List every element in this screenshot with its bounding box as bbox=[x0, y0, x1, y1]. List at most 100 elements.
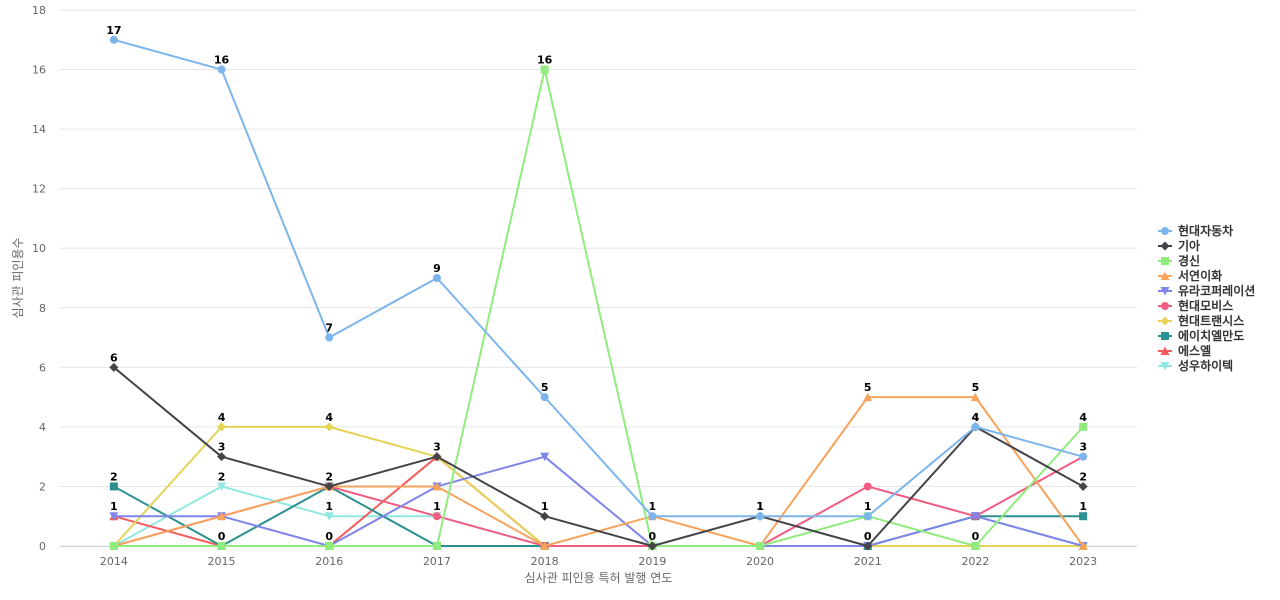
data-point bbox=[324, 512, 334, 521]
y-tick-label: 4 bbox=[39, 421, 46, 434]
legend-marker bbox=[1160, 316, 1170, 326]
legend-item[interactable]: 유라코퍼레이션 bbox=[1158, 283, 1255, 298]
legend-item[interactable]: 현대모비스 bbox=[1158, 298, 1233, 313]
data-label: 4 bbox=[218, 411, 226, 424]
data-point bbox=[217, 542, 226, 550]
data-point bbox=[432, 452, 442, 462]
data-point bbox=[647, 541, 657, 551]
data-point bbox=[217, 482, 227, 491]
data-label: 4 bbox=[325, 411, 333, 424]
data-label: 5 bbox=[972, 381, 980, 394]
data-label: 3 bbox=[218, 441, 226, 454]
data-label: 2 bbox=[325, 470, 333, 483]
data-point bbox=[970, 392, 980, 402]
y-tick-label: 10 bbox=[32, 242, 46, 255]
data-point bbox=[217, 65, 226, 74]
x-tick-label: 2019 bbox=[638, 555, 666, 568]
series-line bbox=[112, 396, 1085, 547]
data-point bbox=[1079, 422, 1088, 431]
data-label: 9 bbox=[433, 262, 441, 275]
legend-item[interactable]: 경신 bbox=[1158, 253, 1200, 268]
legend-marker bbox=[1160, 287, 1170, 296]
legend-label: 유라코퍼레이션 bbox=[1178, 283, 1255, 298]
x-tick-label: 2018 bbox=[531, 555, 559, 568]
data-label: 17 bbox=[106, 24, 121, 37]
legend-label: 에이치엘만도 bbox=[1178, 328, 1244, 343]
data-label: 16 bbox=[537, 54, 553, 67]
legend-item[interactable]: 기아 bbox=[1158, 238, 1200, 253]
series-line bbox=[112, 485, 1085, 547]
data-point bbox=[432, 512, 441, 521]
legend-label: 기아 bbox=[1178, 238, 1200, 253]
legend-marker bbox=[1160, 362, 1170, 371]
y-tick-label: 14 bbox=[32, 123, 46, 136]
data-label: 0 bbox=[649, 530, 657, 543]
data-label: 4 bbox=[972, 411, 980, 424]
legend-item[interactable]: 서연이화 bbox=[1158, 268, 1222, 283]
data-label: 1 bbox=[756, 500, 764, 513]
data-point bbox=[971, 542, 980, 550]
data-point bbox=[863, 392, 873, 402]
legend-label: 에스엘 bbox=[1178, 343, 1211, 358]
legend-marker bbox=[1160, 241, 1170, 251]
data-point bbox=[109, 482, 118, 491]
data-point bbox=[324, 422, 334, 432]
data-point bbox=[109, 512, 119, 521]
data-point bbox=[217, 422, 227, 432]
data-point bbox=[756, 512, 765, 521]
x-tick-label: 2020 bbox=[746, 555, 774, 568]
data-label: 0 bbox=[864, 530, 872, 543]
x-tick-label: 2023 bbox=[1069, 555, 1097, 568]
x-tick-label: 2022 bbox=[961, 555, 989, 568]
data-point bbox=[325, 333, 334, 342]
data-label: 1 bbox=[541, 500, 549, 513]
legend: 현대자동차기아경신서연이화유라코퍼레이션현대모비스현대트랜시스에이치엘만도에스엘… bbox=[1158, 223, 1255, 373]
legend-label: 경신 bbox=[1178, 253, 1200, 268]
series-10 bbox=[109, 482, 1088, 551]
data-point bbox=[970, 512, 980, 521]
data-point bbox=[648, 512, 657, 521]
legend-item[interactable]: 에이치엘만도 bbox=[1158, 328, 1244, 343]
series-8 bbox=[109, 482, 1088, 550]
data-point bbox=[217, 452, 227, 462]
data-point bbox=[540, 511, 550, 521]
data-label: 5 bbox=[541, 381, 549, 394]
data-point bbox=[432, 274, 441, 282]
data-point bbox=[540, 65, 549, 74]
legend-item[interactable]: 현대트랜시스 bbox=[1158, 313, 1244, 328]
legend-label: 서연이화 bbox=[1178, 268, 1222, 283]
legend-item[interactable]: 현대자동차 bbox=[1158, 223, 1233, 238]
data-point bbox=[540, 452, 550, 462]
data-label: 2 bbox=[218, 470, 226, 483]
series-line bbox=[112, 68, 1085, 547]
series-layer bbox=[109, 35, 1088, 551]
legend-marker bbox=[1161, 302, 1169, 310]
data-label: 1 bbox=[649, 500, 657, 513]
legend-item[interactable]: 에스엘 bbox=[1158, 343, 1211, 358]
data-point bbox=[1078, 481, 1088, 491]
data-label: 2 bbox=[1079, 470, 1087, 483]
legend-marker bbox=[1160, 346, 1170, 355]
legend-label: 성우하이텍 bbox=[1178, 358, 1233, 373]
data-label: 4 bbox=[1079, 411, 1087, 424]
data-point bbox=[432, 481, 442, 491]
y-tick-label: 18 bbox=[32, 4, 46, 17]
data-point bbox=[109, 35, 118, 44]
y-tick-label: 16 bbox=[32, 64, 46, 77]
x-axis-title: 심사관 피인용 특허 발행 연도 bbox=[525, 570, 673, 585]
legend-label: 현대자동차 bbox=[1178, 223, 1233, 238]
y-tick-label: 8 bbox=[39, 302, 46, 315]
data-label: 1 bbox=[1079, 500, 1087, 513]
series-line bbox=[112, 455, 1085, 547]
legend-marker bbox=[1161, 257, 1169, 265]
data-label: 0 bbox=[972, 530, 980, 543]
data-label: 2 bbox=[110, 470, 118, 483]
legend-marker bbox=[1161, 227, 1169, 235]
data-label: 16 bbox=[214, 54, 230, 67]
y-tick-label: 2 bbox=[39, 480, 46, 493]
data-point bbox=[1078, 541, 1088, 550]
legend-item[interactable]: 성우하이텍 bbox=[1158, 358, 1233, 373]
